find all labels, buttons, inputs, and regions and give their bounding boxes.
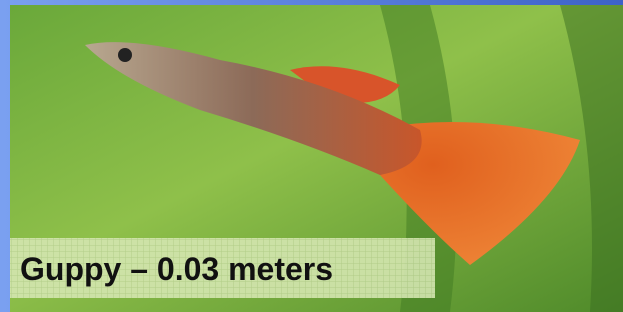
photo-slide: Guppy – 0.03 meters — [0, 0, 623, 312]
caption: Guppy – 0.03 meters — [20, 251, 333, 287]
fish-eye — [118, 48, 132, 62]
page: Guppy – 0.03 meters (() => { const data … — [0, 0, 623, 312]
